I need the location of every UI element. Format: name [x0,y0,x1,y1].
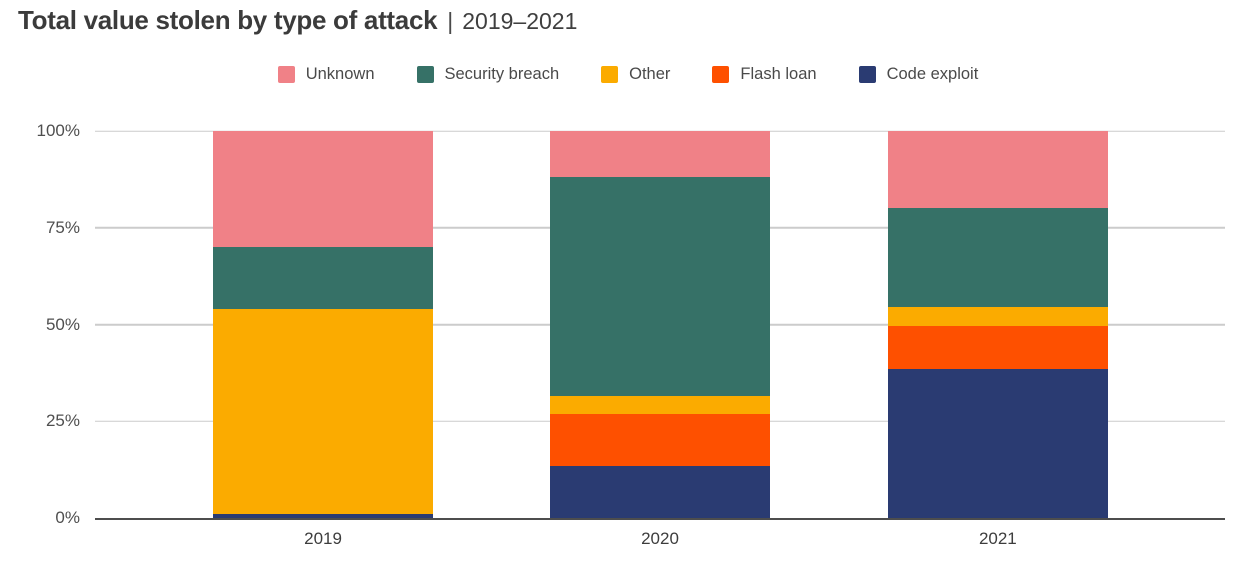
gridline-100 [95,130,1225,132]
legend-item-other: Other [601,65,670,84]
legend-label: Security breach [444,65,560,83]
legend-label: Code exploit [886,65,979,83]
legend-item-security-breach: Security breach [416,65,560,84]
segment-unknown-2020 [550,131,770,178]
x-axis-line [95,517,1225,520]
legend-swatch-icon [277,66,295,83]
x-axis-labels: 2019 2020 2021 [95,529,1225,555]
x-tick-label-2019: 2019 [304,529,342,548]
segment-unknown-2019 [213,131,434,248]
y-tick-label-50: 50% [45,314,80,334]
segment-security-breach-2020 [550,177,770,397]
bar-2021 [887,131,1108,518]
legend: Unknown Security breach Other Flash loan Cod… [0,65,1256,84]
legend-swatch-icon [858,66,876,83]
bar-2019 [213,131,434,518]
segment-security-breach-2021 [887,208,1108,308]
segment-unknown-2021 [887,131,1108,209]
legend-label: Flash loan [740,65,817,83]
y-tick-label-75: 75% [45,217,80,237]
legend-item-unknown: Unknown [277,65,375,84]
bar-2020 [550,131,770,518]
legend-swatch-icon [416,66,434,83]
chart-title-text: Total value stolen by type of attack [18,5,438,35]
segment-flash-loan-2021 [887,326,1108,370]
chart-title-period: 2019–2021 [462,8,578,34]
y-tick-label-0: 0% [55,508,80,527]
plot-area [95,130,1225,518]
legend-item-flash-loan: Flash loan [712,65,817,84]
segment-security-breach-2019 [213,247,434,310]
y-tick-label-100: 100% [36,121,80,140]
legend-swatch-icon [601,66,619,83]
legend-swatch-icon [712,66,730,83]
segment-other-2021 [887,307,1108,327]
legend-label: Other [629,65,671,83]
segment-flash-loan-2020 [550,413,770,466]
segment-code-exploit-2020 [550,465,770,518]
y-tick-label-25: 25% [45,411,80,431]
y-axis-labels: 0% 25% 50% 75% 100% [0,121,80,527]
segment-other-2019 [213,309,434,515]
segment-code-exploit-2021 [887,369,1108,518]
legend-label: Unknown [305,65,375,83]
chart-title: Total value stolen by type of attack | 2… [18,5,577,36]
x-tick-label-2021: 2021 [978,529,1017,548]
segment-other-2020 [550,396,770,414]
title-separator-icon: | [447,8,454,34]
x-tick-label-2020: 2020 [641,529,679,548]
segment-code-exploit-2019 [213,514,434,518]
legend-item-code-exploit: Code exploit [858,65,979,84]
